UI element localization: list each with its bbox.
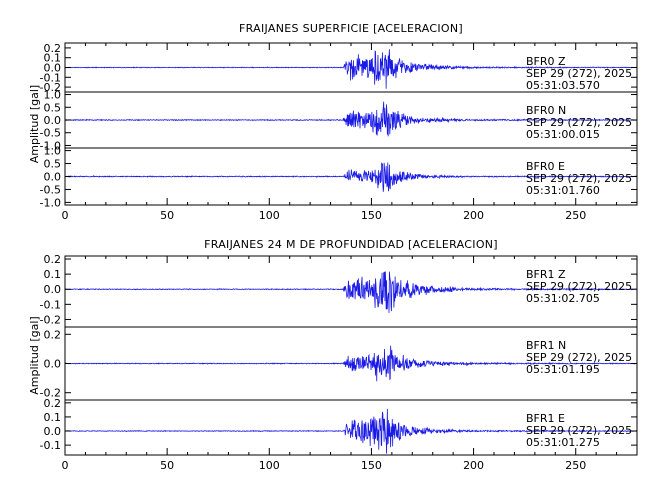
station-time: 05:31:01.760 bbox=[526, 184, 600, 197]
waveform-line bbox=[64, 271, 638, 313]
station-time: 05:31:02.705 bbox=[526, 292, 600, 305]
y-axis-label: Amplitud [gal] bbox=[28, 316, 41, 394]
station-time: 05:31:03.570 bbox=[526, 79, 600, 92]
x-tick-label: 250 bbox=[565, 209, 586, 222]
station-date: SEP 29 (272), 2025 bbox=[526, 351, 632, 364]
station-label: BFR1 N bbox=[526, 339, 566, 352]
station-time: 05:31:01.275 bbox=[526, 436, 600, 449]
y-tick-label: 0.0 bbox=[44, 358, 62, 371]
y-tick-label: 0.0 bbox=[44, 171, 62, 184]
y-tick-label: -0.5 bbox=[40, 183, 61, 196]
x-tick-label: 150 bbox=[361, 209, 382, 222]
chart-title: FRAIJANES 24 M DE PROFUNDIDAD [ACELERACI… bbox=[204, 238, 498, 251]
y-tick-label: -0.5 bbox=[40, 127, 61, 140]
y-tick-label: 1.0 bbox=[44, 145, 62, 158]
y-tick-label: -1.0 bbox=[40, 139, 61, 152]
y-tick-label: 0.2 bbox=[44, 42, 62, 55]
station-time: 05:31:01.195 bbox=[526, 363, 600, 376]
y-tick-label: 0.5 bbox=[44, 158, 62, 171]
x-tick-label: 150 bbox=[361, 459, 382, 472]
x-tick-label: 200 bbox=[463, 209, 484, 222]
station-date: SEP 29 (272), 2025 bbox=[526, 172, 632, 185]
waveform-line bbox=[64, 408, 638, 454]
station-label: BFR0 E bbox=[526, 160, 565, 173]
y-tick-label: 0.1 bbox=[44, 52, 62, 65]
x-tick-label: 100 bbox=[259, 459, 280, 472]
y-tick-label: -0.1 bbox=[40, 298, 61, 311]
x-axis: 0 50 100 150 200 250 bbox=[62, 256, 618, 472]
y-tick-label: -0.2 bbox=[40, 313, 61, 326]
station-label: BFR1 Z bbox=[526, 268, 566, 281]
y-tick-label: 0.0 bbox=[44, 283, 62, 296]
y-axis-label: Amplitud [gal] bbox=[28, 85, 41, 163]
x-axis: 0 50 100 150 200 250 bbox=[62, 43, 618, 222]
y-tick-label: -0.1 bbox=[40, 439, 61, 452]
station-label: BFR0 Z bbox=[526, 55, 566, 68]
station-label: BFR1 E bbox=[526, 412, 565, 425]
y-tick-label: 1.0 bbox=[44, 89, 62, 102]
x-tick-label: 50 bbox=[160, 459, 174, 472]
x-tick-label: 200 bbox=[463, 459, 484, 472]
y-tick-label: 0.2 bbox=[44, 328, 62, 341]
y-tick-label: 0.2 bbox=[44, 253, 62, 266]
station-label: BFR0 N bbox=[526, 104, 566, 117]
x-tick-label: 100 bbox=[259, 209, 280, 222]
chart-1: FRAIJANES SUPERFICIE [ACELERACION] Amplit… bbox=[28, 22, 638, 222]
station-date: SEP 29 (272), 2025 bbox=[526, 116, 632, 129]
y-tick-label: -1.0 bbox=[40, 196, 61, 209]
station-time: 05:31:00.015 bbox=[526, 128, 600, 141]
y-tick-label: 0.0 bbox=[44, 62, 62, 75]
station-date: SEP 29 (272), 2025 bbox=[526, 67, 632, 80]
x-tick-label: 0 bbox=[62, 459, 69, 472]
waveform-line bbox=[64, 101, 638, 137]
y-tick-label: 0.0 bbox=[44, 114, 62, 127]
y-tick-label: -0.2 bbox=[40, 387, 61, 400]
x-tick-label: 0 bbox=[62, 209, 69, 222]
y-tick-label: 0.0 bbox=[44, 425, 62, 438]
waveform-line bbox=[64, 162, 638, 192]
station-date: SEP 29 (272), 2025 bbox=[526, 280, 632, 293]
y-tick-label: 0.2 bbox=[44, 397, 62, 410]
chart-title: FRAIJANES SUPERFICIE [ACELERACION] bbox=[239, 22, 463, 35]
y-tick-label: 0.1 bbox=[44, 268, 62, 281]
station-date: SEP 29 (272), 2025 bbox=[526, 424, 632, 437]
chart-2: FRAIJANES 24 M DE PROFUNDIDAD [ACELERACI… bbox=[28, 238, 638, 472]
x-tick-label: 50 bbox=[160, 209, 174, 222]
waveform-line bbox=[64, 345, 638, 382]
y-tick-label: -0.2 bbox=[40, 81, 61, 94]
y-tick-label: -0.1 bbox=[40, 71, 61, 84]
waveform-line bbox=[64, 49, 638, 89]
y-tick-label: 0.5 bbox=[44, 101, 62, 114]
y-tick-label: 0.1 bbox=[44, 411, 62, 424]
x-tick-label: 250 bbox=[565, 459, 586, 472]
